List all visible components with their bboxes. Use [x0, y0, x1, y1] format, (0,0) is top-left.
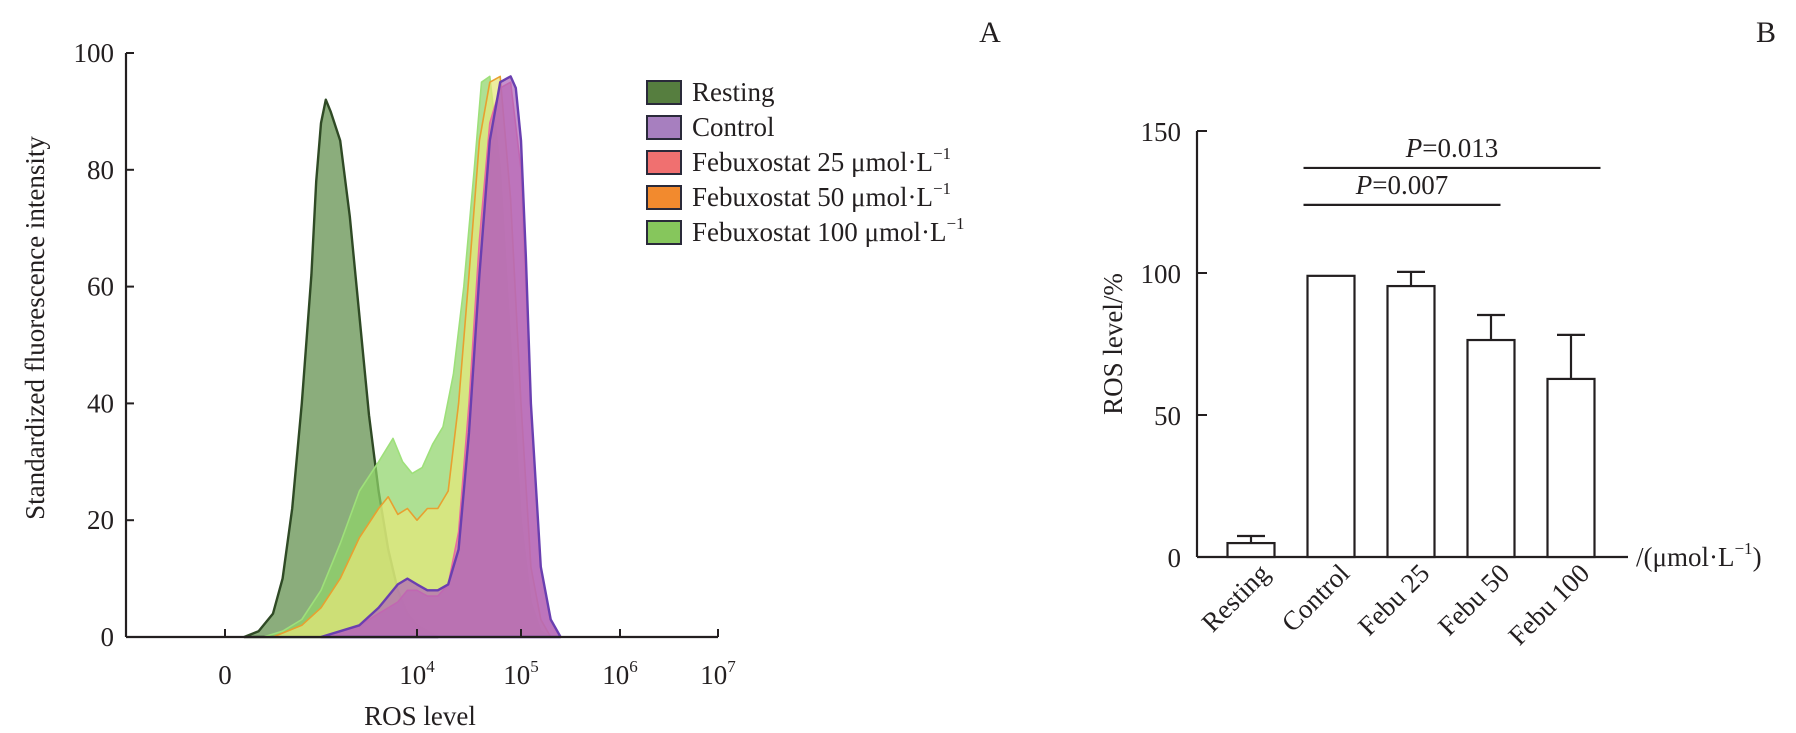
- bar-category-label: Febu 25: [1352, 558, 1435, 641]
- legend-label: Resting: [692, 77, 775, 107]
- legend-swatch: [646, 150, 682, 175]
- histogram-y-tick-label: 40: [87, 388, 114, 418]
- bar-y-tick-label: 150: [1141, 117, 1182, 147]
- histogram-y-tick-label: 100: [74, 38, 115, 68]
- significance-annotations: P=0.013 P=0.007: [1303, 133, 1601, 206]
- histogram-axes: 0 20 40 60 80 100 0 104 105 106 107: [74, 38, 737, 690]
- p-value-label: P=0.007: [1355, 170, 1448, 200]
- histogram-x-tick-label: 104: [399, 657, 435, 690]
- bar-y-tick-label: 0: [1168, 543, 1182, 573]
- legend-swatch: [646, 185, 682, 210]
- histogram-x-tick-label: 105: [503, 657, 539, 690]
- bar-y-axis-title: ROS level/%: [1098, 273, 1128, 415]
- legend-label: Febuxostat 50 μmol·L−1: [692, 179, 951, 212]
- legend-label: Control: [692, 112, 775, 142]
- panel-label-a: A: [979, 16, 1001, 49]
- histogram-x-axis-title: ROS level: [364, 701, 476, 731]
- p-value-label: P=0.013: [1405, 133, 1498, 163]
- bar-y-tick-label: 100: [1141, 259, 1182, 289]
- bar-category-label: Febu 100: [1502, 558, 1595, 651]
- histogram-y-tick-label: 20: [87, 505, 114, 535]
- legend-swatch: [646, 80, 682, 105]
- panel-label-b: B: [1756, 16, 1776, 49]
- histogram-y-tick-label: 80: [87, 155, 114, 185]
- histogram-y-axis-title: Standardized fluorescence intensity: [20, 136, 50, 520]
- bar-control: [1306, 274, 1356, 559]
- bar-resting: [1226, 541, 1276, 559]
- legend-swatch: [646, 115, 682, 140]
- legend-swatch: [646, 220, 682, 245]
- bar-category-label: Resting: [1196, 558, 1276, 638]
- histogram-x-tick-label: 106: [602, 657, 638, 690]
- histogram-y-tick-label: 60: [87, 272, 114, 302]
- bar-febu-50: [1466, 338, 1516, 559]
- bar-category-label: Control: [1276, 558, 1356, 638]
- bar-febu-25: [1386, 284, 1436, 559]
- histogram-x-tick-label: 0: [218, 660, 232, 690]
- histogram-series-group: [243, 75, 562, 639]
- bar-y-tick-label: 50: [1154, 401, 1181, 431]
- bar-x-axis-title: /(μmol·L−1): [1636, 539, 1762, 572]
- bar-febu-100: [1546, 377, 1596, 559]
- histogram-y-tick-label: 0: [101, 622, 115, 652]
- legend-label: Febuxostat 25 μmol·L−1: [692, 144, 951, 177]
- histogram-x-tick-label: 107: [700, 657, 736, 690]
- histogram-series-control: [319, 75, 562, 639]
- legend-label: Febuxostat 100 μmol·L−1: [692, 214, 965, 247]
- histogram-panel: 0 20 40 60 80 100 0 104 105 106 107 Standardized f…: [20, 38, 965, 731]
